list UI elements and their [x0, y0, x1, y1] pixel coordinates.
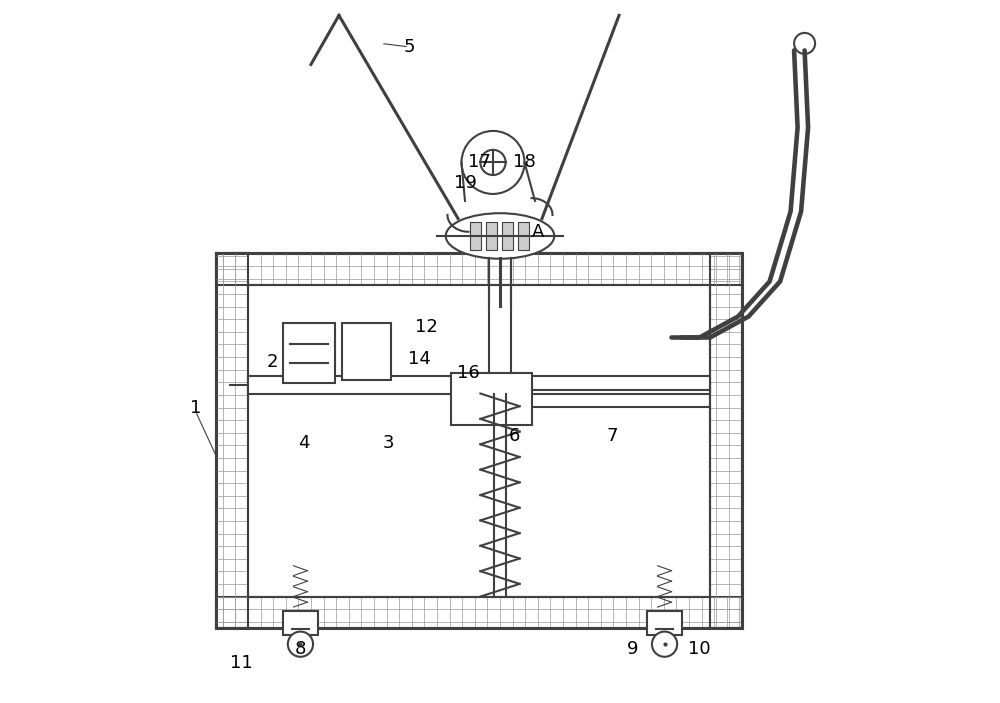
- Text: 8: 8: [295, 640, 306, 658]
- Bar: [710, 254, 742, 628]
- Text: 4: 4: [298, 434, 310, 451]
- Ellipse shape: [446, 213, 554, 259]
- Circle shape: [480, 150, 506, 175]
- Bar: [342, 323, 391, 380]
- Text: 6: 6: [508, 427, 520, 444]
- Text: 11: 11: [230, 654, 252, 672]
- Bar: [486, 222, 497, 250]
- Bar: [647, 611, 682, 635]
- Text: 14: 14: [408, 349, 431, 368]
- Bar: [283, 611, 318, 635]
- Text: 5: 5: [403, 38, 415, 56]
- Text: A: A: [532, 224, 545, 241]
- Text: 16: 16: [457, 363, 480, 382]
- Text: 17: 17: [468, 153, 490, 172]
- Bar: [502, 222, 513, 250]
- Text: 12: 12: [415, 318, 438, 336]
- Text: 1: 1: [190, 399, 201, 416]
- Text: 2: 2: [267, 353, 278, 371]
- Bar: [451, 373, 532, 425]
- Bar: [216, 254, 742, 628]
- Bar: [248, 285, 710, 597]
- Bar: [283, 323, 335, 383]
- Circle shape: [461, 131, 525, 194]
- Text: 9: 9: [627, 640, 639, 658]
- Bar: [216, 254, 742, 285]
- Circle shape: [652, 631, 677, 657]
- Text: 7: 7: [606, 427, 618, 444]
- Circle shape: [288, 631, 313, 657]
- Bar: [248, 376, 710, 394]
- Text: 18: 18: [513, 153, 536, 172]
- Text: 10: 10: [688, 640, 711, 658]
- Bar: [216, 254, 248, 628]
- Text: 3: 3: [382, 434, 394, 451]
- Text: 19: 19: [454, 174, 476, 193]
- Bar: [216, 597, 742, 628]
- Bar: [518, 222, 529, 250]
- Bar: [470, 222, 481, 250]
